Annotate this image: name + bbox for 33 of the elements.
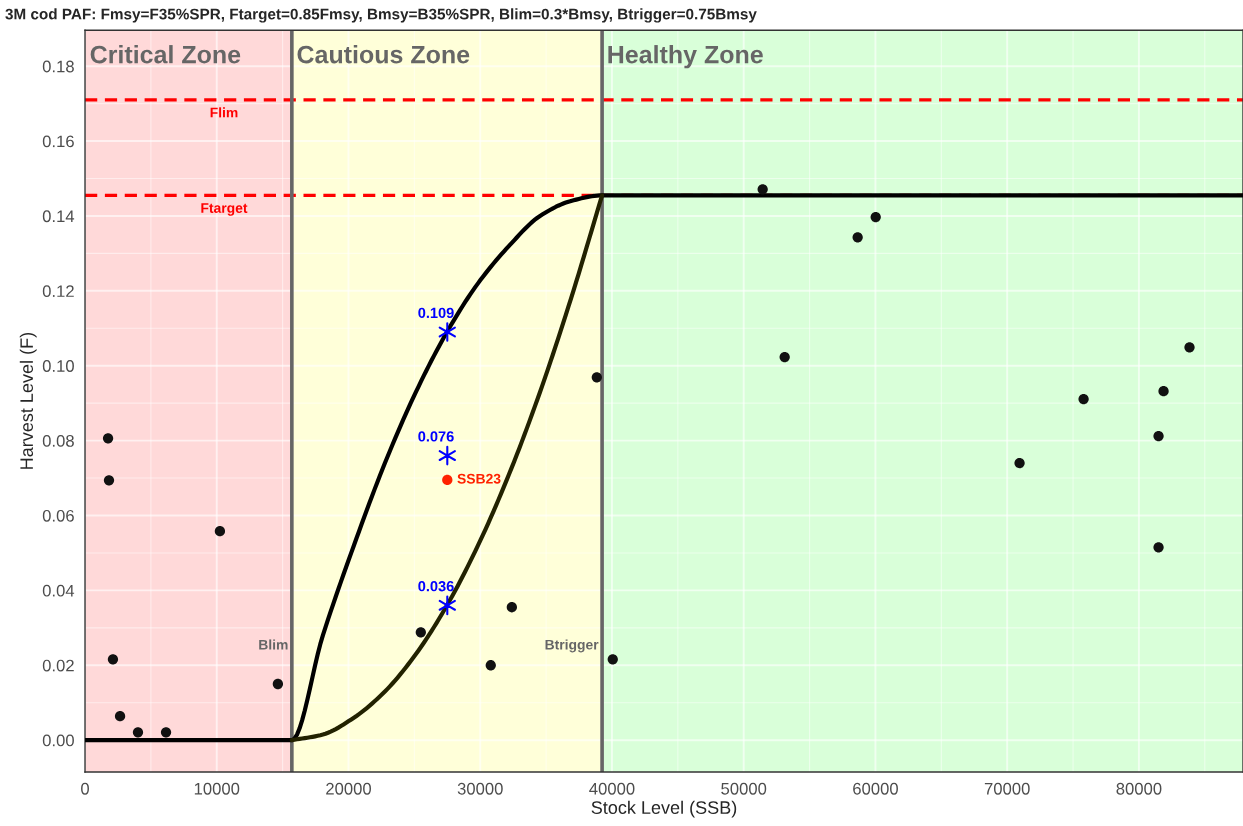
ref-line-label: Btrigger xyxy=(545,639,599,653)
y-tick-label: 0.04 xyxy=(42,584,75,597)
x-tick-label: 70000 xyxy=(984,782,1030,795)
data-label: 0.076 xyxy=(418,431,454,442)
data-label: 0.036 xyxy=(418,581,454,592)
x-tick-label: 30000 xyxy=(457,782,503,795)
series-label: SSB23 xyxy=(457,473,501,484)
x-tick-label: 20000 xyxy=(326,782,372,795)
band-label: Healthy Zone xyxy=(608,45,763,69)
y-tick-label: 0.14 xyxy=(42,210,75,223)
x-tick-label: 40000 xyxy=(589,782,635,795)
x-tick-label: 0 xyxy=(81,782,89,795)
y-tick-label: 0.02 xyxy=(42,659,74,672)
band-label: Cautious Zone xyxy=(297,45,470,64)
y-tick-label: 0.06 xyxy=(42,509,74,522)
y-axis-title: Harvest Level (F) xyxy=(19,332,37,469)
ref-line-label: Blim xyxy=(259,639,288,650)
y-tick-label: 0.12 xyxy=(42,285,74,298)
x-tick-label: 10000 xyxy=(194,782,240,795)
ref-line-label: Ftarget xyxy=(201,203,248,216)
y-tick-label: 0.16 xyxy=(42,135,74,148)
y-tick-label: 0.08 xyxy=(42,435,74,447)
x-tick-label: 80000 xyxy=(1116,782,1162,795)
x-tick-label: 60000 xyxy=(853,782,898,795)
x-tick-label: 50000 xyxy=(721,782,767,795)
chart-title: 3M cod PAF: Fmsy=F35%SPR, Ftarget=0.85Fmsy, Bmsy=B35%SPR, Blim=0.3*Bmsy, Btrigger=0.75Bmsy xyxy=(5,8,757,23)
data-label: 0.109 xyxy=(418,307,454,319)
y-tick-label: 0.18 xyxy=(42,60,74,73)
x-axis-title: Stock Level (SSB) xyxy=(591,800,737,818)
ref-line-label: Flim xyxy=(210,107,238,118)
y-tick-label: 0.00 xyxy=(42,734,74,747)
band-label: Critical Zone xyxy=(90,45,241,64)
y-tick-label: 0.10 xyxy=(42,360,74,372)
